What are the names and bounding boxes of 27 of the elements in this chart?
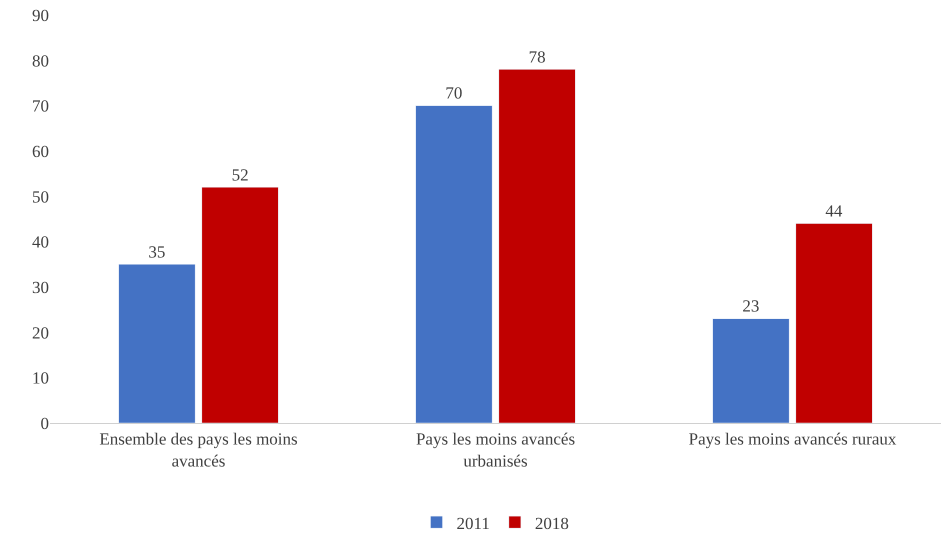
bar [712, 318, 790, 423]
x-tick-label: Pays les moins avancés urbanisés [416, 429, 576, 470]
bar [118, 264, 196, 423]
bar [415, 105, 492, 423]
bar [202, 187, 279, 423]
legend-label: 2011 [456, 514, 490, 533]
y-tick-label: 20 [32, 323, 49, 342]
y-tick-label: 30 [32, 278, 49, 297]
bar [498, 69, 576, 423]
legend-label: 2018 [534, 514, 569, 533]
y-tick-label: 60 [32, 142, 49, 161]
bar [796, 223, 873, 423]
data-label: 70 [445, 84, 462, 103]
x-tick-label: Pays les moins avancés ruraux [688, 429, 897, 448]
data-label: 23 [742, 296, 760, 316]
data-label: 35 [148, 242, 166, 262]
data-label: 78 [528, 47, 546, 66]
data-label: 44 [825, 202, 843, 221]
x-tick-label: Ensemble des pays les moins avancés [99, 429, 298, 470]
data-label: 52 [232, 165, 249, 184]
y-tick-label: 50 [32, 187, 49, 206]
y-tick-label: 90 [32, 6, 49, 25]
y-tick-label: 70 [32, 96, 49, 116]
y-tick-label: 10 [32, 368, 49, 388]
y-tick-label: 40 [32, 232, 49, 252]
y-tick-label: 80 [32, 51, 49, 70]
y-tick-label: 0 [40, 414, 49, 433]
